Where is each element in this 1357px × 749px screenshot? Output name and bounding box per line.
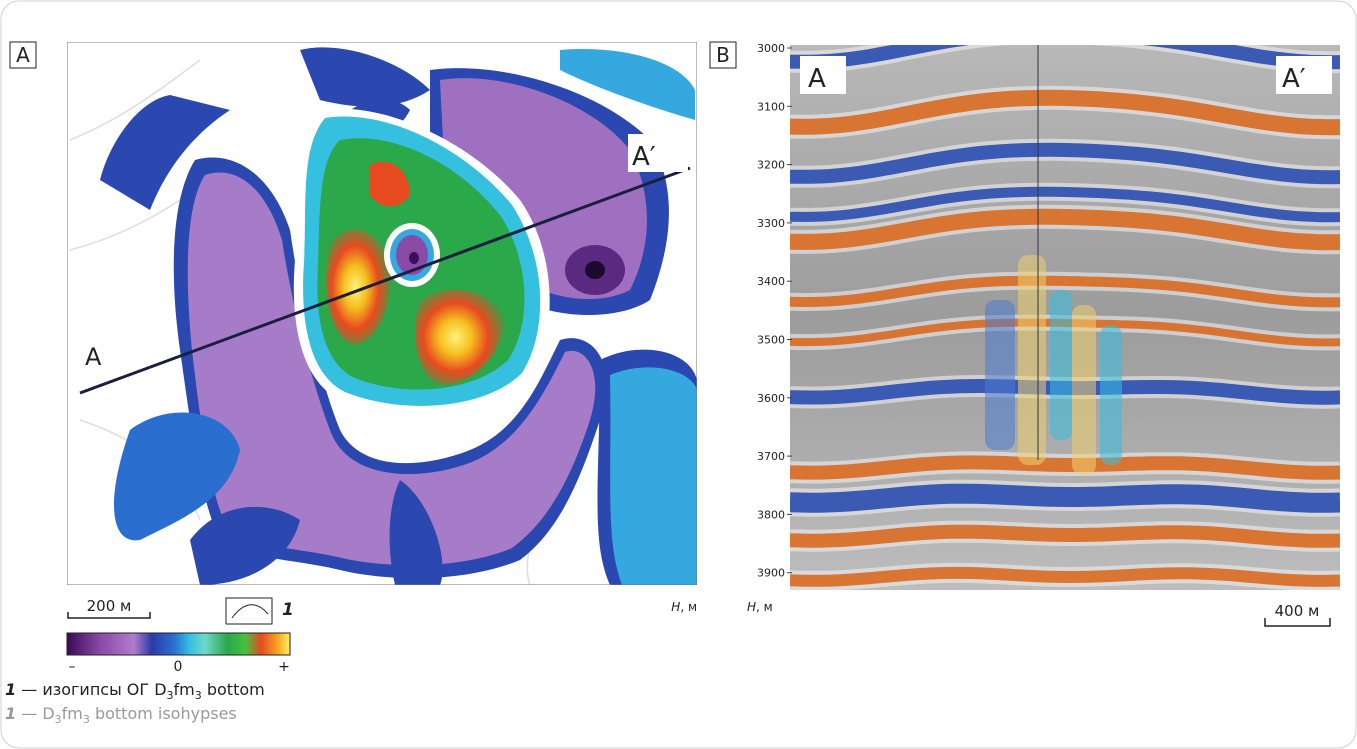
depth-tick-label: 3400 xyxy=(757,275,785,288)
reflector xyxy=(790,142,1340,185)
section-start-box xyxy=(800,56,846,94)
colorbar-max: + xyxy=(278,659,290,675)
legend-text: bottom isohypses xyxy=(90,704,237,723)
depth-tick-label: 3800 xyxy=(757,508,785,521)
depth-tick-label: 3600 xyxy=(757,392,785,405)
legend-text: fm xyxy=(62,704,83,723)
depth-unit: H, м xyxy=(671,600,697,614)
legend-subscript: 3 xyxy=(195,689,202,702)
seismic-section xyxy=(790,45,1340,590)
legend-symbol xyxy=(231,604,269,619)
section-start-label: A xyxy=(85,343,102,371)
section-end-label: A′ xyxy=(1282,64,1306,94)
section-end-box xyxy=(1276,56,1332,94)
legend-ru: 1 — изогипсы ОГ D3fm3 bottom xyxy=(5,680,265,702)
anomaly-column xyxy=(1018,255,1046,465)
reflector xyxy=(790,455,1340,480)
anomaly-blobs xyxy=(100,47,697,585)
section-end-box xyxy=(628,134,688,172)
colorbar xyxy=(66,632,291,656)
section-end-label: A′ xyxy=(632,142,656,172)
reflector xyxy=(790,45,1340,70)
section-start-label: A xyxy=(808,64,826,94)
depth-tick-label: 3700 xyxy=(757,450,785,463)
legend-en: 1 — D3fm3 bottom isohypses xyxy=(5,704,237,726)
legend-text: — D xyxy=(16,704,55,723)
depth-unit-text: , м xyxy=(680,600,697,614)
depth-unit: H, м xyxy=(747,600,773,614)
legend-symbol-number: 1 xyxy=(282,600,294,620)
colorbar-min: – xyxy=(69,659,76,675)
depth-unit-var: H xyxy=(671,600,680,614)
legend-number: 1 xyxy=(5,680,16,699)
legend-symbol-box xyxy=(225,597,273,625)
map xyxy=(67,42,697,585)
reflector xyxy=(790,524,1340,548)
depth-tick-label: 3000 xyxy=(757,42,785,55)
depth-tick-label: 3900 xyxy=(757,567,785,580)
reflector xyxy=(790,566,1340,587)
depth-tick-label: 3100 xyxy=(757,100,785,113)
legend-subscript: 3 xyxy=(55,713,62,726)
reflector xyxy=(790,483,1340,513)
legend-text: — изогипсы ОГ D xyxy=(16,680,166,699)
panel-label-box xyxy=(9,41,37,69)
anomaly-column xyxy=(1072,305,1096,475)
legend-subscript: 3 xyxy=(83,713,90,726)
legend-text: fm xyxy=(174,680,195,699)
anomaly-column xyxy=(985,300,1015,450)
colorbar-mid: 0 xyxy=(174,659,183,675)
anomaly-column xyxy=(1100,325,1122,465)
reflector xyxy=(790,89,1340,136)
depth-unit-text: , м xyxy=(756,600,773,614)
scale-bar xyxy=(1264,618,1331,627)
panel-label: B xyxy=(716,43,730,67)
panel-label: A xyxy=(16,43,30,67)
depth-tick-label: 3300 xyxy=(757,217,785,230)
depth-unit-var: H xyxy=(747,600,756,614)
depth-axis: 3000 3100 3200 3300 3400 3500 3600 3700 3800 3900 xyxy=(757,42,792,580)
anomaly-column xyxy=(1050,290,1072,440)
legend-text: bottom xyxy=(202,680,265,699)
scale-bar-label: 200 м xyxy=(87,597,132,615)
legend-subscript: 3 xyxy=(167,689,174,702)
section-line xyxy=(79,166,691,395)
depth-tick-label: 3200 xyxy=(757,159,785,172)
reflector xyxy=(790,186,1340,223)
scale-bar-label: 400 м xyxy=(1275,602,1320,620)
reflector xyxy=(790,208,1340,251)
legend-number: 1 xyxy=(5,704,16,723)
reflector xyxy=(790,275,1340,308)
scale-bar xyxy=(67,612,151,619)
depth-tick-label: 3500 xyxy=(757,334,785,347)
panel-label-box xyxy=(709,41,737,69)
